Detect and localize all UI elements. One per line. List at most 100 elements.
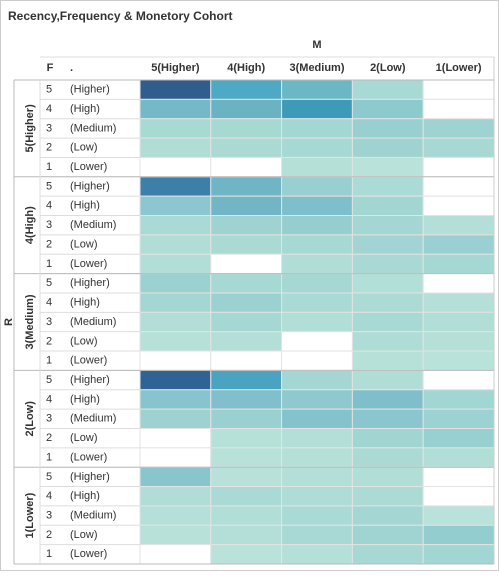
heat-cell	[281, 79, 353, 100]
f-label: 4	[46, 490, 52, 502]
heat-cell	[139, 505, 212, 526]
heat-cell	[210, 273, 283, 294]
heat-cell	[422, 118, 495, 139]
heat-cell	[422, 253, 495, 275]
row-label: (Medium)	[70, 510, 116, 522]
row-label: (Low)	[70, 432, 98, 444]
heat-cell	[139, 369, 212, 391]
heat-cell	[351, 195, 424, 217]
heat-cell	[281, 389, 353, 410]
row-label: (High)	[70, 393, 100, 405]
heat-cell	[210, 408, 283, 429]
heat-cell	[139, 389, 212, 410]
heat-cell	[210, 215, 283, 236]
heat-cell	[210, 176, 283, 197]
heat-cell	[351, 234, 424, 255]
heat-cell	[210, 98, 283, 120]
f-label: 1	[46, 258, 52, 270]
heat-cell	[351, 311, 424, 333]
f-label: 3	[46, 219, 52, 231]
f-label: 1	[46, 548, 52, 560]
heat-cell	[281, 408, 353, 429]
heat-cell	[210, 389, 283, 410]
f-label: 5	[46, 374, 52, 386]
heat-cell	[351, 176, 424, 197]
row-label: (Low)	[70, 142, 98, 154]
row-label: (Higher)	[70, 374, 110, 386]
heat-cell	[422, 79, 495, 100]
heat-cell	[351, 98, 424, 120]
heat-cell	[351, 331, 424, 352]
heat-cell	[210, 292, 283, 313]
heat-cell	[281, 292, 353, 313]
group-label: 5(Higher)	[24, 104, 36, 153]
heat-cell	[351, 253, 424, 275]
heat-cell	[139, 156, 212, 178]
row-label: (Medium)	[70, 316, 116, 328]
heat-cell	[210, 234, 283, 255]
f-header: F	[47, 62, 54, 74]
row-header: R	[3, 318, 15, 326]
f-label: 4	[46, 200, 52, 212]
heat-cell	[422, 137, 495, 158]
heat-cell	[422, 408, 495, 429]
f-label: 4	[46, 393, 52, 405]
heat-cell	[139, 486, 212, 507]
row-label: (Lower)	[70, 355, 107, 367]
f-label: 2	[46, 432, 52, 444]
heat-cell	[210, 524, 283, 546]
heat-cell	[422, 544, 495, 565]
heat-cell	[422, 331, 495, 352]
f-label: 2	[46, 529, 52, 541]
heat-cell	[210, 195, 283, 217]
heat-cell	[422, 486, 495, 507]
heat-cell	[351, 544, 424, 565]
heat-cell	[210, 369, 283, 391]
heat-cell	[351, 408, 424, 429]
heat-cell	[351, 369, 424, 391]
heat-cell	[210, 350, 283, 371]
row-label: (Higher)	[70, 180, 110, 192]
heat-cell	[422, 156, 495, 178]
heat-cell	[281, 98, 353, 120]
f-label: 3	[46, 510, 52, 522]
heat-cell	[422, 524, 495, 546]
row-label: (High)	[70, 297, 100, 309]
heat-cell	[422, 234, 495, 255]
heat-cell	[139, 331, 212, 352]
f-label: 4	[46, 297, 52, 309]
heat-cell	[422, 389, 495, 410]
heat-cell	[210, 137, 283, 158]
heat-cell	[351, 350, 424, 371]
heat-cell	[351, 505, 424, 526]
f-label: 2	[46, 238, 52, 250]
heat-cell	[281, 156, 353, 178]
f-label: 3	[46, 316, 52, 328]
f-label: 5	[46, 180, 52, 192]
heat-cell	[422, 215, 495, 236]
heat-cell	[351, 524, 424, 546]
heat-cell	[422, 466, 495, 488]
row-label: (Lower)	[70, 548, 107, 560]
heat-cell	[281, 331, 353, 352]
heat-cell	[139, 98, 212, 120]
heat-cell	[139, 79, 212, 100]
row-label: (Lower)	[70, 161, 107, 173]
row-label: (Low)	[70, 335, 98, 347]
heat-cell	[139, 427, 212, 449]
heat-cell	[210, 447, 283, 468]
title: Recency,Frequency & Monetory Cohort	[8, 9, 232, 23]
heat-cell	[139, 273, 212, 294]
row-label: (Medium)	[70, 413, 116, 425]
row-label: (High)	[70, 490, 100, 502]
heat-cell	[139, 447, 212, 468]
row-label: (High)	[70, 200, 100, 212]
f-label: 5	[46, 277, 52, 289]
heat-cell	[139, 118, 212, 139]
heat-cell	[281, 253, 353, 275]
heat-cell	[139, 253, 212, 275]
f-label: 1	[46, 161, 52, 173]
heat-cell	[351, 215, 424, 236]
heat-cell	[422, 447, 495, 468]
row-label: (Lower)	[70, 258, 107, 270]
